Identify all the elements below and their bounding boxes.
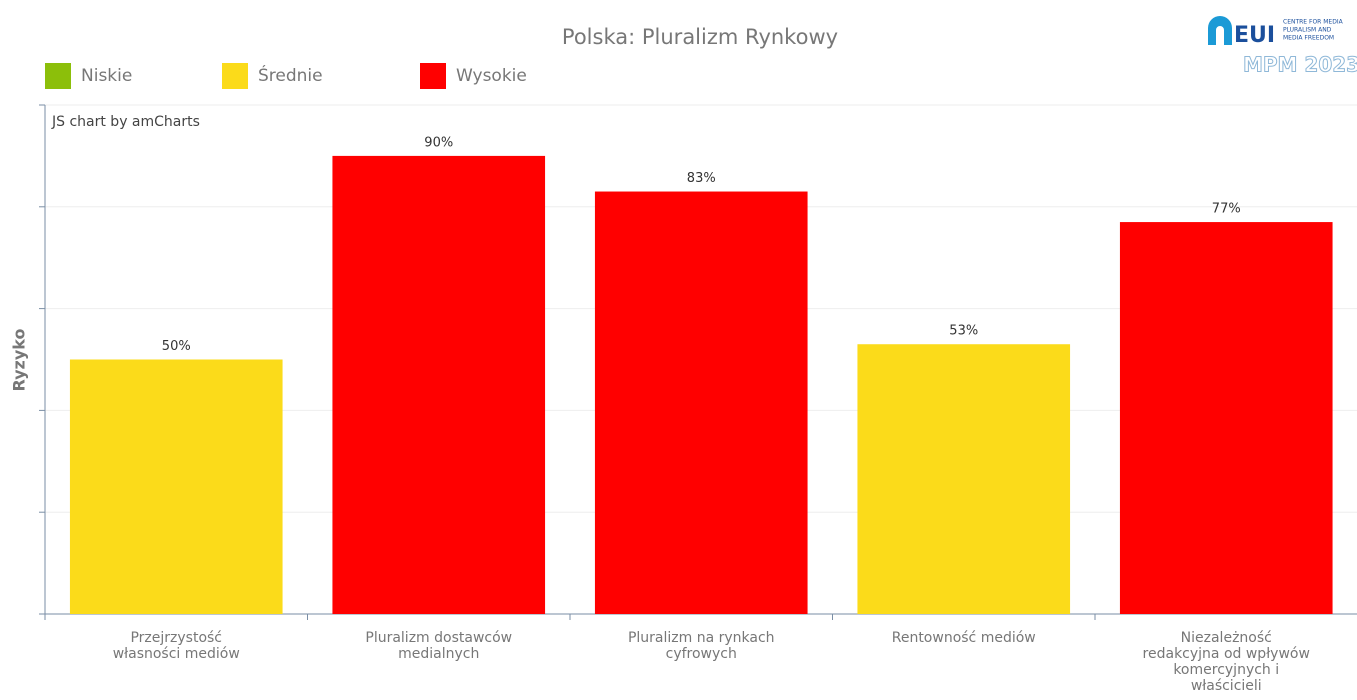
- x-tick-label: Rentowność mediów: [892, 630, 1036, 646]
- y-axis-label: Ryzyko: [10, 329, 29, 392]
- x-tick-label: Pluralizm dostawców: [365, 630, 512, 646]
- logo-line: CENTRE FOR MEDIA: [1283, 19, 1344, 26]
- x-tick-label: medialnych: [398, 646, 479, 662]
- bar: [1119, 222, 1333, 614]
- logo-arch: [1208, 16, 1232, 45]
- data-label: 53%: [949, 324, 978, 339]
- x-tick-label: właścicieli: [1191, 678, 1262, 694]
- logo-line: MEDIA FREEDOM: [1283, 35, 1334, 42]
- x-tick-label: Przejrzystość: [130, 630, 222, 646]
- bar: [69, 359, 283, 614]
- x-tick-label: komercyjnych i: [1173, 662, 1279, 678]
- logo-mark: EUI: [1234, 23, 1275, 48]
- x-tick-label: własności mediów: [113, 646, 240, 662]
- legend-swatch: [222, 63, 248, 89]
- legend-label: Wysokie: [456, 66, 527, 86]
- data-label: 83%: [687, 171, 716, 186]
- legend-label: Średnie: [258, 64, 323, 86]
- legend-swatch: [420, 63, 446, 89]
- data-label: 50%: [162, 339, 191, 354]
- logo: EUI CENTRE FOR MEDIA PLURALISM AND MEDIA…: [1208, 16, 1357, 77]
- chart-title: Polska: Pluralizm Rynkowy: [562, 25, 838, 49]
- x-tick-label: cyfrowych: [666, 646, 737, 662]
- legend-swatch: [45, 63, 71, 89]
- data-label: 77%: [1212, 202, 1241, 217]
- bar: [594, 191, 808, 614]
- legend-label: Niskie: [81, 66, 132, 86]
- logo-edition: MPM 2023: [1243, 53, 1357, 77]
- x-tick-label: redakcyjna od wpływów: [1143, 646, 1310, 662]
- logo-line: PLURALISM AND: [1283, 27, 1332, 34]
- bar: [332, 155, 546, 614]
- x-tick-label: Pluralizm na rynkach: [628, 630, 775, 646]
- credit: JS chart by amCharts: [51, 114, 200, 130]
- bar: [857, 344, 1071, 614]
- data-label: 90%: [424, 135, 453, 150]
- x-tick-label: Niezależność: [1181, 630, 1272, 646]
